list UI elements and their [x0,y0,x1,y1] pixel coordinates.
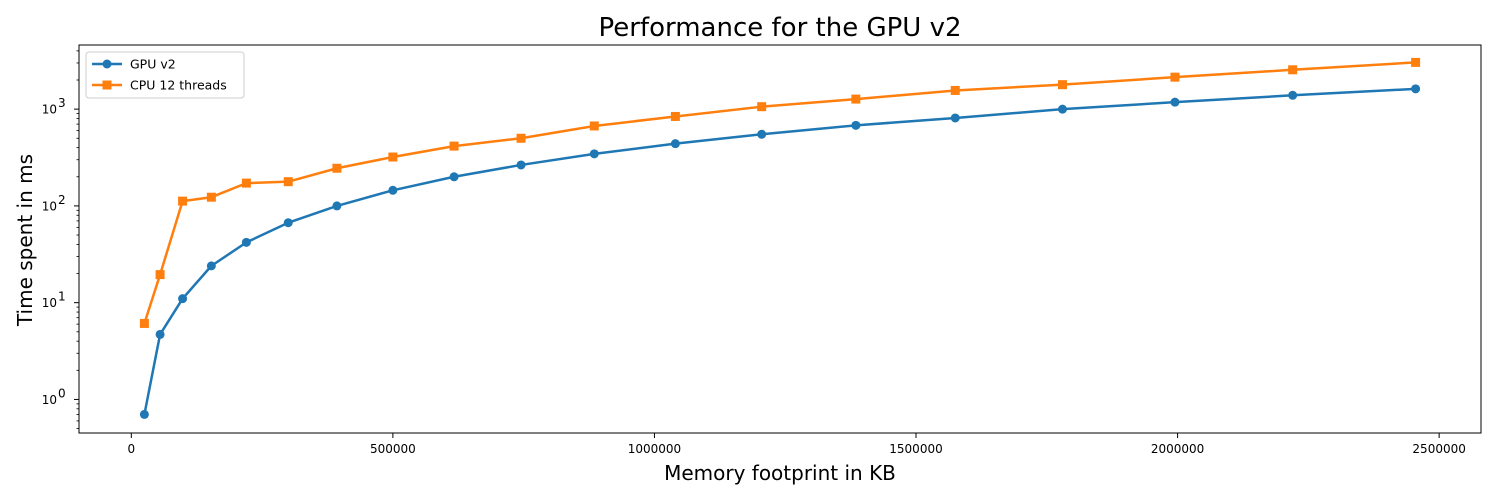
data-point-1 [241,178,251,188]
data-point-0 [332,201,342,211]
data-point-0 [589,149,599,159]
data-point-0 [1170,97,1180,107]
data-point-1 [757,102,767,112]
data-point-0 [241,237,251,247]
y-tick-label: 10 [42,296,57,310]
legend: GPU v2 CPU 12 threads [85,51,245,99]
y-axis-label: Time spent in ms [13,154,37,327]
data-point-0 [1288,90,1298,100]
data-point-0 [178,294,188,304]
x-tick-label: 0 [127,442,135,456]
legend-marker-gpu [102,59,112,69]
x-tick-label: 2000000 [1151,442,1204,456]
x-tick-label: 1500000 [889,442,942,456]
y-tick-label: 10 [42,103,57,117]
data-point-0 [283,218,293,228]
x-tick-label: 500000 [370,442,416,456]
data-point-1 [1411,57,1421,67]
data-point-1 [178,196,188,206]
data-point-0 [670,139,680,149]
data-point-0 [1057,104,1067,114]
plot-frame [78,44,1482,434]
plot-series [139,57,1421,419]
x-axis-ticks: 0 500000 1000000 1500000 2000000 2500000 [127,433,1466,456]
y-tick-exponent: 0 [58,386,66,400]
data-point-1 [283,177,293,187]
legend-box [85,51,245,99]
data-point-0 [155,329,165,339]
legend-label-gpu: GPU v2 [130,57,176,72]
data-point-0 [757,129,767,139]
data-point-1 [589,121,599,131]
data-point-1 [851,94,861,104]
legend-marker-cpu [102,80,112,90]
data-point-1 [139,318,149,328]
data-point-1 [950,85,960,95]
legend-label-cpu: CPU 12 threads [130,78,227,93]
data-point-0 [851,120,861,130]
data-point-1 [670,111,680,121]
data-point-1 [332,163,342,173]
data-point-1 [388,152,398,162]
data-point-0 [388,185,398,195]
data-point-1 [206,192,216,202]
data-point-1 [1288,65,1298,75]
data-point-0 [139,409,149,419]
x-tick-label: 2500000 [1412,442,1465,456]
chart-title: Performance for the GPU v2 [598,13,961,43]
y-tick-exponent: 2 [58,193,66,207]
data-point-1 [155,270,165,280]
data-point-0 [449,172,459,182]
y-tick-label: 10 [42,199,57,213]
y-tick-label: 10 [42,393,57,407]
x-axis-label: Memory footprint in KB [664,461,896,485]
x-tick-label: 1000000 [628,442,681,456]
data-point-0 [1411,84,1421,94]
data-point-1 [1170,72,1180,82]
data-point-0 [206,261,216,271]
data-point-0 [516,160,526,170]
data-point-1 [1057,80,1067,90]
data-point-0 [950,113,960,123]
data-point-1 [449,141,459,151]
y-tick-exponent: 3 [58,96,66,110]
data-point-1 [516,133,526,143]
y-tick-exponent: 1 [58,290,66,304]
